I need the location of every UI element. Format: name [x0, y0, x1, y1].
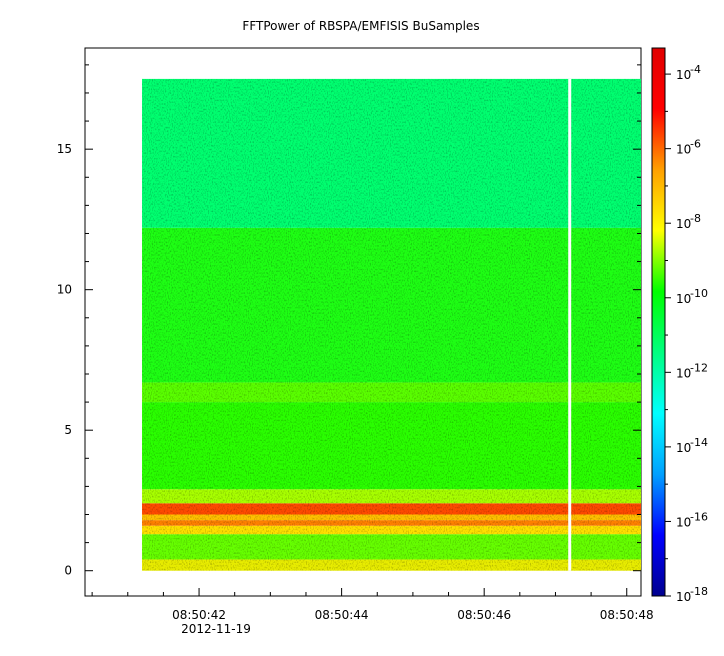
x-tick-label: 08:50:46	[457, 608, 511, 622]
colorbar-tick-label-exponent: -10	[690, 287, 708, 300]
data-gap	[568, 78, 572, 571]
colorbar-tick-label-base: 10	[676, 68, 691, 82]
x-tick-label: 08:50:42	[172, 608, 226, 622]
colorbar-tick-label-exponent: -4	[690, 63, 701, 76]
colorbar-tick-label-exponent: -12	[690, 361, 708, 374]
chart-title: FFTPower of RBSPA/EMFISIS BuSamples	[242, 19, 479, 33]
colorbar-tick-label-base: 10	[676, 366, 691, 380]
colorbar	[651, 47, 666, 597]
y-tick-label: 5	[64, 423, 72, 437]
colorbar-tick-label-exponent: -8	[690, 212, 701, 225]
colorbar-tick-label-base: 10	[676, 441, 691, 455]
colorbar-tick-label-base: 10	[676, 217, 691, 231]
x-axis-date-label: 2012-11-19	[181, 622, 251, 636]
x-axis: 08:50:42 08:50:44 08:50:46 08:50:48	[91, 588, 654, 622]
colorbar-tick-label-base: 10	[676, 143, 691, 157]
y-tick-label: 10	[57, 283, 72, 297]
colorbar-tick-label-exponent: -18	[690, 585, 708, 598]
colorbar-tick-label-base: 10	[676, 292, 691, 306]
colorbar-tick-label-exponent: -14	[690, 436, 708, 449]
heatmap-noise-texture	[142, 78, 641, 571]
spectrogram-heatmap	[142, 78, 641, 571]
y-tick-label: 0	[64, 564, 72, 578]
y-tick-label: 15	[57, 142, 72, 156]
colorbar-tick-label-base: 10	[676, 515, 691, 529]
colorbar-tick-label-exponent: -6	[690, 138, 701, 151]
colorbar-tick-label-exponent: -16	[690, 510, 708, 523]
x-tick-label: 08:50:44	[315, 608, 369, 622]
colorbar-tick-label-base: 10	[676, 590, 691, 604]
x-tick-label: 08:50:48	[600, 608, 654, 622]
y-axis: 0 5 10 15	[57, 64, 641, 578]
